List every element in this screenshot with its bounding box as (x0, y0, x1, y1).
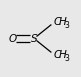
Text: H: H (59, 17, 67, 27)
Text: O: O (8, 33, 16, 44)
Text: S: S (31, 33, 37, 44)
Text: C: C (53, 17, 61, 27)
Text: 3: 3 (64, 21, 69, 29)
Text: C: C (53, 50, 61, 60)
Text: 3: 3 (64, 54, 69, 63)
Text: H: H (59, 50, 67, 60)
